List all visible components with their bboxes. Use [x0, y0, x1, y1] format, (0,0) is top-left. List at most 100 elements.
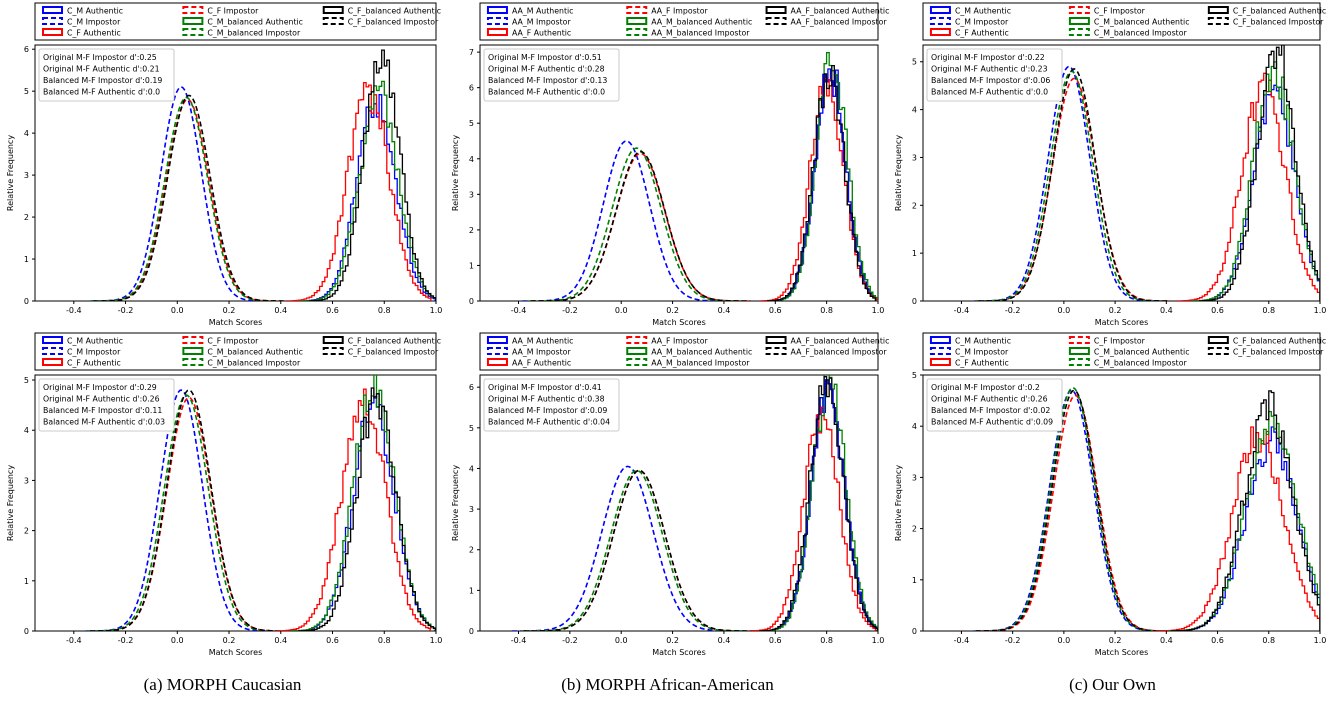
annotation-text: Balanced M-F Authentic d':0.03 — [43, 418, 165, 427]
x-tick-label: 0.6 — [1211, 306, 1224, 315]
y-tick-label: 3 — [24, 476, 29, 485]
legend-label: AA_M_balanced Impostor — [651, 29, 750, 38]
caption-a: (a) MORPH Caucasian — [0, 675, 445, 695]
x-tick-label: -0.4 — [66, 636, 82, 645]
annotation-text: Balanced M-F Impostor d':0.11 — [43, 406, 162, 415]
legend-label: AA_F_balanced Authentic — [791, 7, 890, 16]
x-tick-label: 1.0 — [872, 306, 885, 315]
y-axis-label: Relative Frequency — [451, 465, 460, 541]
annotation-text: Balanced M-F Impostor d':0.06 — [931, 76, 1050, 85]
x-tick-label: 0.0 — [615, 306, 628, 315]
annotation-text: Balanced M-F Authentic d':0.0 — [488, 88, 605, 97]
y-tick-label: 2 — [912, 201, 917, 210]
annotation-text: Original M-F Authentic d':0.28 — [488, 65, 605, 74]
y-tick-label: 4 — [912, 106, 917, 115]
authentic-histogram — [768, 66, 876, 301]
y-axis-label: Relative Frequency — [894, 465, 903, 541]
x-tick-label: 0.0 — [615, 636, 628, 645]
y-tick-label: 4 — [912, 422, 917, 431]
y-tick-label: 0 — [469, 627, 474, 636]
impostor-curve — [976, 79, 1172, 302]
legend-label: C_F_balanced Impostor — [348, 18, 439, 27]
x-tick-label: 0.2 — [223, 636, 236, 645]
caption-c: (c) Our Own — [890, 675, 1335, 695]
x-tick-label: 0.0 — [1058, 636, 1071, 645]
legend-label: AA_F_balanced Impostor — [791, 348, 888, 357]
annotation-text: Balanced M-F Authentic d':0.04 — [488, 418, 610, 427]
legend-label: C_F_balanced Authentic — [348, 337, 441, 346]
chart-panel: C_M Authentic C_M Impostor C_F Authentic C_… — [6, 333, 442, 657]
y-tick-label: 1 — [24, 255, 29, 264]
impostor-curve — [976, 71, 1167, 301]
x-tick-label: -0.2 — [118, 306, 134, 315]
x-tick-label: 0.0 — [1058, 306, 1071, 315]
y-tick-label: 6 — [469, 383, 474, 392]
chart-panel: AA_M Authentic AA_M Impostor AA_F Authenti… — [451, 333, 889, 657]
x-tick-label: 0.2 — [666, 306, 679, 315]
legend-label: C_M_balanced Authentic — [207, 18, 303, 27]
authentic-histogram — [750, 407, 876, 631]
y-tick-label: 3 — [912, 473, 917, 482]
x-tick-label: 1.0 — [430, 636, 443, 645]
y-tick-label: 6 — [24, 45, 29, 54]
legend-label: AA_M Authentic — [512, 7, 574, 16]
legend-label: C_F_balanced Impostor — [348, 348, 439, 357]
legend-label: C_M Impostor — [955, 18, 1009, 27]
annotation-text: Original M-F Authentic d':0.26 — [931, 395, 1048, 404]
x-tick-label: 0.4 — [274, 636, 287, 645]
legend-label: C_F Impostor — [1094, 7, 1146, 16]
annotation-text: Original M-F Authentic d':0.38 — [488, 395, 605, 404]
impostor-curve — [522, 141, 730, 301]
y-tick-label: 0 — [912, 627, 917, 636]
x-tick-label: 0.0 — [171, 636, 184, 645]
y-tick-label: 5 — [24, 376, 29, 385]
x-tick-label: 1.0 — [1314, 306, 1327, 315]
x-tick-label: -0.2 — [118, 636, 134, 645]
legend-label: C_F Impostor — [1094, 337, 1146, 346]
authentic-histogram — [309, 50, 436, 301]
annotation-text: Original M-F Impostor d':0.51 — [488, 53, 602, 62]
x-tick-label: 0.2 — [666, 636, 679, 645]
x-tick-label: 0.4 — [718, 306, 731, 315]
x-tick-label: 0.4 — [718, 636, 731, 645]
y-tick-label: 5 — [469, 119, 474, 128]
legend-label: C_M_balanced Impostor — [1094, 359, 1188, 368]
x-tick-label: -0.2 — [1005, 306, 1021, 315]
legend-label: C_M Impostor — [67, 348, 121, 357]
legend-label: AA_M_balanced Impostor — [651, 359, 750, 368]
legend-label: C_M_balanced Authentic — [207, 348, 303, 357]
x-tick-label: -0.2 — [562, 636, 578, 645]
x-axis-label: Match Scores — [1095, 648, 1149, 657]
y-tick-label: 0 — [24, 297, 29, 306]
y-tick-label: 3 — [469, 190, 474, 199]
y-tick-label: 1 — [24, 577, 29, 586]
annotation-text: Balanced M-F Impostor d':0.13 — [488, 76, 607, 85]
impostor-curve — [979, 69, 1170, 301]
x-tick-label: 0.8 — [820, 306, 833, 315]
x-tick-label: 1.0 — [430, 306, 443, 315]
y-tick-label: 5 — [24, 87, 29, 96]
impostor-curve — [524, 471, 755, 632]
impostor-curve — [90, 87, 272, 301]
x-tick-label: 0.0 — [171, 306, 184, 315]
legend-label: C_M_balanced Authentic — [1094, 18, 1190, 27]
caption-b: (b) MORPH African-American — [445, 675, 890, 695]
y-tick-label: 1 — [912, 249, 917, 258]
y-tick-label: 2 — [912, 525, 917, 534]
y-tick-label: 3 — [912, 153, 917, 162]
annotation-text: Original M-F Impostor d':0.25 — [43, 53, 157, 62]
y-tick-label: 4 — [469, 464, 474, 473]
x-tick-label: 0.4 — [274, 306, 287, 315]
impostor-curve — [527, 148, 747, 301]
x-tick-label: -0.4 — [511, 306, 527, 315]
annotation-text: Original M-F Impostor d':0.2 — [931, 383, 1040, 392]
y-tick-label: 2 — [469, 226, 474, 235]
x-tick-label: 1.0 — [872, 636, 885, 645]
y-axis-label: Relative Frequency — [451, 135, 460, 211]
legend-label: C_M Impostor — [67, 18, 121, 27]
x-tick-label: 0.2 — [1109, 636, 1122, 645]
legend-label: C_F_balanced Authentic — [348, 7, 441, 16]
x-tick-label: 1.0 — [1314, 636, 1327, 645]
authentic-histogram — [1192, 62, 1320, 301]
impostor-curve — [975, 67, 1164, 302]
